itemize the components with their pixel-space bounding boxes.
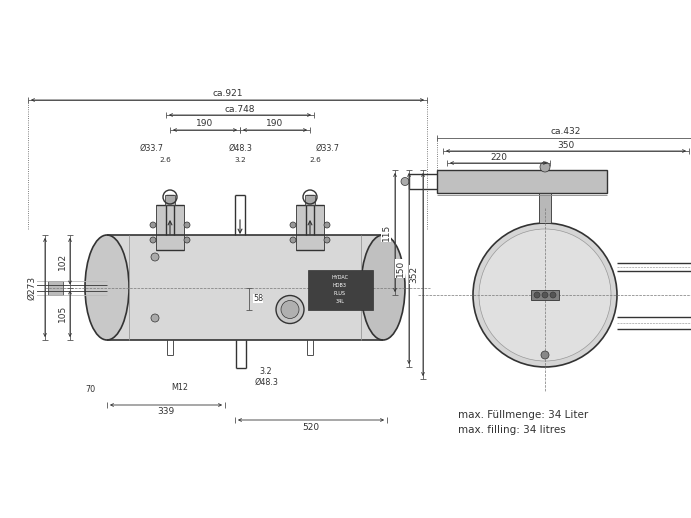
Text: 350: 350 xyxy=(558,140,575,150)
Text: Ø273: Ø273 xyxy=(28,276,37,299)
Text: 105: 105 xyxy=(57,305,66,322)
Bar xyxy=(48,281,63,295)
Circle shape xyxy=(151,314,159,322)
Bar xyxy=(531,290,559,300)
Bar xyxy=(305,195,315,205)
Text: HDB3: HDB3 xyxy=(333,283,347,288)
Text: Ø33.7: Ø33.7 xyxy=(140,143,164,152)
Text: 102: 102 xyxy=(57,253,66,270)
Circle shape xyxy=(401,178,409,185)
Text: Ø48.3: Ø48.3 xyxy=(228,143,252,152)
Circle shape xyxy=(150,237,156,243)
Bar xyxy=(296,205,324,250)
Circle shape xyxy=(541,351,549,359)
Circle shape xyxy=(184,222,190,228)
Circle shape xyxy=(540,162,550,172)
Circle shape xyxy=(184,237,190,243)
Bar xyxy=(437,170,607,193)
Circle shape xyxy=(324,222,330,228)
Circle shape xyxy=(151,253,159,261)
Text: 3.2: 3.2 xyxy=(234,157,246,163)
Text: HYDAC: HYDAC xyxy=(332,275,348,280)
Text: Ø33.7: Ø33.7 xyxy=(316,143,340,152)
Ellipse shape xyxy=(85,235,129,340)
Text: 352: 352 xyxy=(410,266,419,283)
Text: 2.6: 2.6 xyxy=(309,157,321,163)
Text: PLUS: PLUS xyxy=(334,291,346,296)
Circle shape xyxy=(479,229,611,361)
Bar xyxy=(107,235,383,340)
Text: 190: 190 xyxy=(266,120,283,128)
Text: 2.6: 2.6 xyxy=(159,157,171,163)
Ellipse shape xyxy=(361,235,405,340)
Circle shape xyxy=(281,300,299,319)
Text: 520: 520 xyxy=(303,423,319,431)
Circle shape xyxy=(324,237,330,243)
Text: Ø48.3: Ø48.3 xyxy=(254,378,278,386)
Bar xyxy=(539,193,551,223)
Text: 220: 220 xyxy=(490,152,507,162)
Text: 150: 150 xyxy=(395,260,404,277)
Text: 34L: 34L xyxy=(336,299,345,304)
Bar xyxy=(308,269,373,309)
Bar xyxy=(165,195,175,205)
Circle shape xyxy=(150,222,156,228)
Text: M12: M12 xyxy=(171,383,189,393)
Text: 339: 339 xyxy=(158,408,175,416)
Circle shape xyxy=(542,292,548,298)
Text: ca.748: ca.748 xyxy=(225,105,255,113)
Circle shape xyxy=(276,295,304,324)
Text: ca.432: ca.432 xyxy=(551,127,581,137)
Text: 115: 115 xyxy=(381,224,390,241)
Circle shape xyxy=(290,222,296,228)
Text: ca.921: ca.921 xyxy=(212,90,243,98)
Text: max. filling: 34 litres: max. filling: 34 litres xyxy=(458,425,566,435)
Bar xyxy=(156,205,184,250)
Circle shape xyxy=(550,292,556,298)
Circle shape xyxy=(534,292,540,298)
Text: 190: 190 xyxy=(196,120,214,128)
Circle shape xyxy=(290,237,296,243)
Circle shape xyxy=(473,223,617,367)
Text: 3.2: 3.2 xyxy=(260,367,272,377)
Text: 70: 70 xyxy=(85,385,95,395)
Text: max. Füllmenge: 34 Liter: max. Füllmenge: 34 Liter xyxy=(458,410,588,420)
Text: 58: 58 xyxy=(253,294,263,303)
